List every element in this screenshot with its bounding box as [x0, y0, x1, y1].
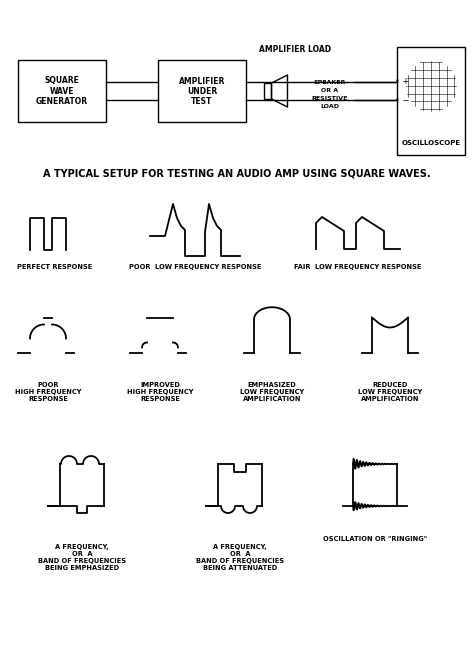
- Text: OSCILLOSCOPE: OSCILLOSCOPE: [401, 140, 461, 146]
- Text: UNDER: UNDER: [187, 87, 217, 96]
- Text: GENERATOR: GENERATOR: [36, 96, 88, 105]
- Text: POOR
HIGH FREQUENCY
RESPONSE: POOR HIGH FREQUENCY RESPONSE: [15, 382, 81, 402]
- Text: IMPROVED
HIGH FREQUENCY
RESPONSE: IMPROVED HIGH FREQUENCY RESPONSE: [127, 382, 193, 402]
- Text: WAVE: WAVE: [50, 87, 74, 96]
- Text: SPEAKER: SPEAKER: [314, 80, 346, 85]
- Text: PERFECT RESPONSE: PERFECT RESPONSE: [18, 264, 92, 270]
- Text: • −: • −: [395, 96, 410, 105]
- Bar: [264, 83, 272, 99]
- Text: LOAD: LOAD: [320, 104, 339, 109]
- Bar: [158, 60, 246, 122]
- Text: AMPLIFIER LOAD: AMPLIFIER LOAD: [259, 45, 331, 54]
- Text: A FREQUENCY,
OR  A
BAND OF FREQUENCIES
BEING ATTENUATED: A FREQUENCY, OR A BAND OF FREQUENCIES BE…: [196, 544, 284, 571]
- Text: POOR  LOW FREQUENCY RESPONSE: POOR LOW FREQUENCY RESPONSE: [129, 264, 261, 270]
- Text: EMPHASIZED
LOW FREQUENCY
AMPLIFICATION: EMPHASIZED LOW FREQUENCY AMPLIFICATION: [240, 382, 304, 402]
- Text: AMPLIFIER: AMPLIFIER: [179, 76, 225, 85]
- Text: TEST: TEST: [191, 96, 213, 105]
- Text: A FREQUENCY,
OR  A
BAND OF FREQUENCIES
BEING EMPHASIZED: A FREQUENCY, OR A BAND OF FREQUENCIES BE…: [38, 544, 126, 571]
- Text: • +: • +: [395, 77, 410, 86]
- Text: SQUARE: SQUARE: [45, 76, 80, 85]
- Text: OSCILLATION OR "RINGING": OSCILLATION OR "RINGING": [323, 536, 427, 542]
- Text: RESISTIVE: RESISTIVE: [312, 96, 348, 100]
- Text: FAIR  LOW FREQUENCY RESPONSE: FAIR LOW FREQUENCY RESPONSE: [294, 264, 422, 270]
- Bar: [397, 47, 465, 155]
- Text: A TYPICAL SETUP FOR TESTING AN AUDIO AMP USING SQUARE WAVES.: A TYPICAL SETUP FOR TESTING AN AUDIO AMP…: [43, 169, 431, 179]
- Bar: [18, 60, 106, 122]
- Text: REDUCED
LOW FREQUENCY
AMPLIFICATION: REDUCED LOW FREQUENCY AMPLIFICATION: [358, 382, 422, 402]
- Text: OR A: OR A: [321, 87, 338, 93]
